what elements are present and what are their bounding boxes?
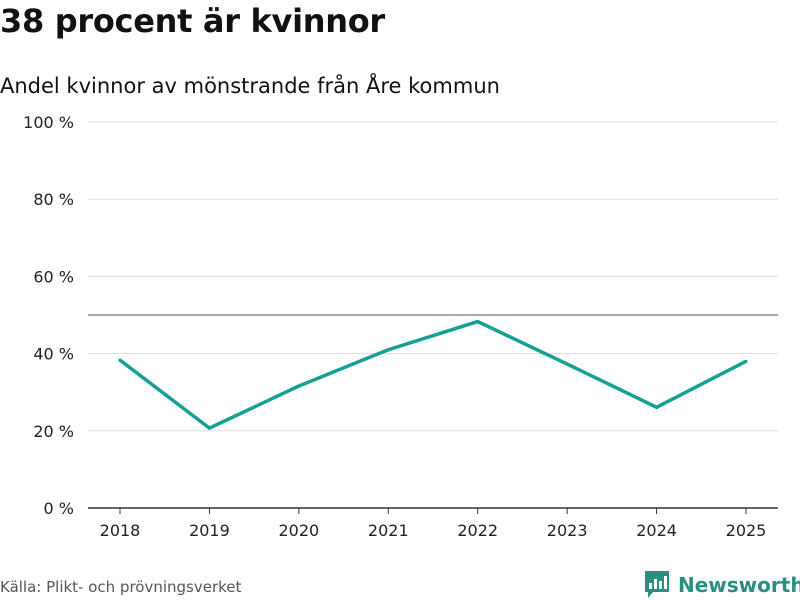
x-tick-label-2020: 2020 [278,521,319,540]
y-tick-label-60: 60 % [33,267,74,286]
data-point-2021 [386,348,390,352]
x-axis: 2018 2019 2020 2021 2022 2023 2024 2025 [88,507,778,540]
y-tick-label-100: 100 % [23,113,74,132]
x-tick-label-2021: 2021 [368,521,409,540]
x-tick-label-2023: 2023 [547,521,588,540]
data-point-2020 [297,384,301,388]
data-point-2023 [565,362,569,366]
y-tick-label-80: 80 % [33,190,74,209]
data-point-2018 [118,358,122,362]
y-tick-label-20: 20 % [33,422,74,441]
x-tick-label-2024: 2024 [636,521,677,540]
y-axis-ticks: 0 % 20 % 40 % 60 % 80 % 100 % [23,113,74,518]
newsworthy-logo-icon [645,571,669,598]
series-line-0 [118,319,747,431]
x-tick-label-2022: 2022 [457,521,498,540]
data-point-2019 [207,426,212,430]
brand-logo: Newsworthy [644,570,800,600]
series-group [118,319,748,431]
y-tick-label-40: 40 % [33,345,74,364]
x-tick-label-2025: 2025 [726,521,767,540]
source-note: Källa: Plikt- och prövningsverket [0,578,242,596]
chart-title: 38 procent är kvinnor [0,2,385,40]
brand-name: Newsworthy [678,573,800,597]
x-tick-label-2018: 2018 [100,521,141,540]
line-chart: 0 % 20 % 40 % 60 % 80 % 100 % 2018 2019 2020 202… [23,113,778,540]
data-point-2025 [744,359,748,363]
gridlines [88,121,778,432]
data-point-2022 [476,319,480,324]
y-tick-label-0: 0 % [44,499,74,518]
x-tick-label-2019: 2019 [189,521,230,540]
data-point-2024 [654,405,659,409]
chart-subtitle: Andel kvinnor av mönstrande från Åre kom… [0,74,500,98]
